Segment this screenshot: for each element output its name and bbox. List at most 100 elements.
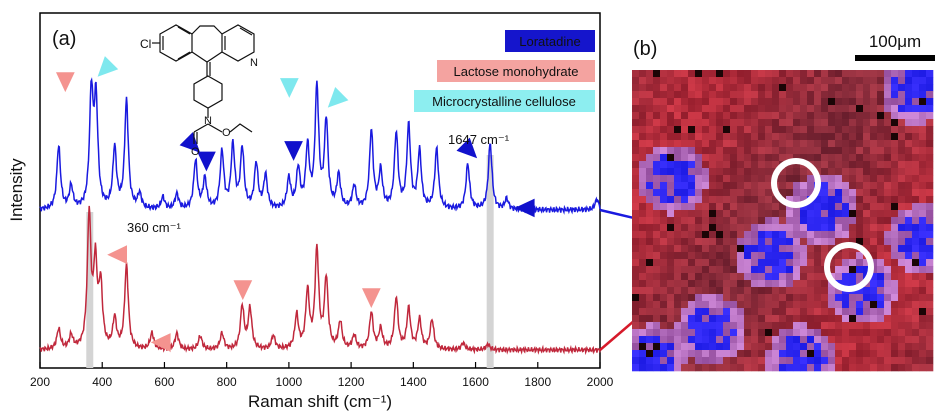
map-pixel	[779, 259, 787, 267]
map-pixel	[744, 70, 752, 78]
map-pixel	[702, 189, 710, 197]
x-tick-label-200: 200	[30, 375, 50, 389]
map-pixel	[779, 315, 787, 323]
map-pixel	[667, 84, 675, 92]
map-pixel	[793, 77, 801, 85]
map-pixel	[695, 294, 703, 302]
map-pixel	[870, 350, 878, 358]
map-pixel	[716, 77, 724, 85]
map-pixel	[828, 154, 836, 162]
map-pixel	[660, 217, 668, 225]
map-pixel	[800, 182, 808, 190]
map-pixel	[772, 245, 780, 253]
map-pixel	[926, 308, 934, 316]
map-pixel	[772, 231, 780, 239]
map-pixel	[716, 147, 724, 155]
map-pixel	[898, 112, 906, 120]
map-pixel	[751, 133, 759, 141]
map-pixel	[870, 105, 878, 113]
map-pixel	[639, 161, 647, 169]
map-pixel	[905, 77, 913, 85]
map-pixel	[716, 133, 724, 141]
map-pixel	[786, 336, 794, 344]
map-pixel	[919, 245, 927, 253]
map-pixel	[807, 105, 815, 113]
map-pixel	[919, 196, 927, 204]
map-pixel	[646, 91, 654, 99]
map-pixel	[744, 238, 752, 246]
map-pixel	[716, 336, 724, 344]
map-pixel	[702, 287, 710, 295]
map-pixel	[744, 273, 752, 281]
map-pixel	[695, 238, 703, 246]
map-pixel	[723, 168, 731, 176]
map-pixel	[674, 357, 682, 365]
map-pixel	[884, 133, 892, 141]
map-pixel	[688, 266, 696, 274]
map-pixel	[730, 133, 738, 141]
map-pixel	[856, 140, 864, 148]
map-pixel	[737, 308, 745, 316]
map-pixel	[898, 119, 906, 127]
map-pixel	[779, 98, 787, 106]
map-pixel	[744, 231, 752, 239]
map-pixel	[660, 175, 668, 183]
map-pixel	[765, 203, 773, 211]
map-pixel	[765, 336, 773, 344]
map-pixel	[870, 238, 878, 246]
map-pixel	[667, 350, 675, 358]
map-pixel	[681, 217, 689, 225]
map-pixel	[751, 301, 759, 309]
map-pixel	[786, 322, 794, 330]
map-pixel	[800, 273, 808, 281]
map-pixel	[737, 98, 745, 106]
map-pixel	[786, 133, 794, 141]
legend: Loratadine Lactose monohydrate Microcrys…	[414, 30, 595, 112]
map-pixel	[702, 238, 710, 246]
map-pixel	[737, 175, 745, 183]
map-pixel	[856, 77, 864, 85]
map-pixel	[842, 364, 850, 372]
map-pixel	[863, 126, 871, 134]
map-pixel	[709, 280, 717, 288]
map-pixel	[674, 105, 682, 113]
map-pixel	[898, 189, 906, 197]
map-pixel	[870, 308, 878, 316]
map-pixel	[870, 210, 878, 218]
map-pixel	[688, 329, 696, 337]
map-pixel	[793, 224, 801, 232]
map-pixel	[919, 217, 927, 225]
map-pixel	[926, 91, 934, 99]
map-pixel	[835, 231, 843, 239]
map-pixel	[898, 315, 906, 323]
map-pixel	[765, 280, 773, 288]
map-pixel	[758, 112, 766, 120]
map-pixel	[660, 105, 668, 113]
map-pixel	[737, 133, 745, 141]
map-pixel	[737, 301, 745, 309]
map-pixel	[779, 287, 787, 295]
map-pixel	[926, 98, 934, 106]
map-pixel	[688, 126, 696, 134]
map-pixel	[842, 189, 850, 197]
map-pixel	[849, 280, 857, 288]
map-pixel	[730, 182, 738, 190]
map-pixel	[898, 287, 906, 295]
map-pixel	[828, 77, 836, 85]
map-pixel	[898, 238, 906, 246]
map-pixel	[751, 105, 759, 113]
map-pixel	[716, 231, 724, 239]
map-pixel	[919, 70, 927, 78]
map-pixel	[688, 224, 696, 232]
map-pixel	[926, 133, 934, 141]
map-pixel	[744, 140, 752, 148]
map-pixel	[646, 238, 654, 246]
map-pixel	[863, 231, 871, 239]
map-pixel	[842, 308, 850, 316]
map-pixel	[709, 217, 717, 225]
map-pixel	[779, 182, 787, 190]
map-pixel	[660, 70, 668, 78]
map-pixel	[849, 147, 857, 155]
map-pixel	[870, 231, 878, 239]
map-pixel	[702, 266, 710, 274]
